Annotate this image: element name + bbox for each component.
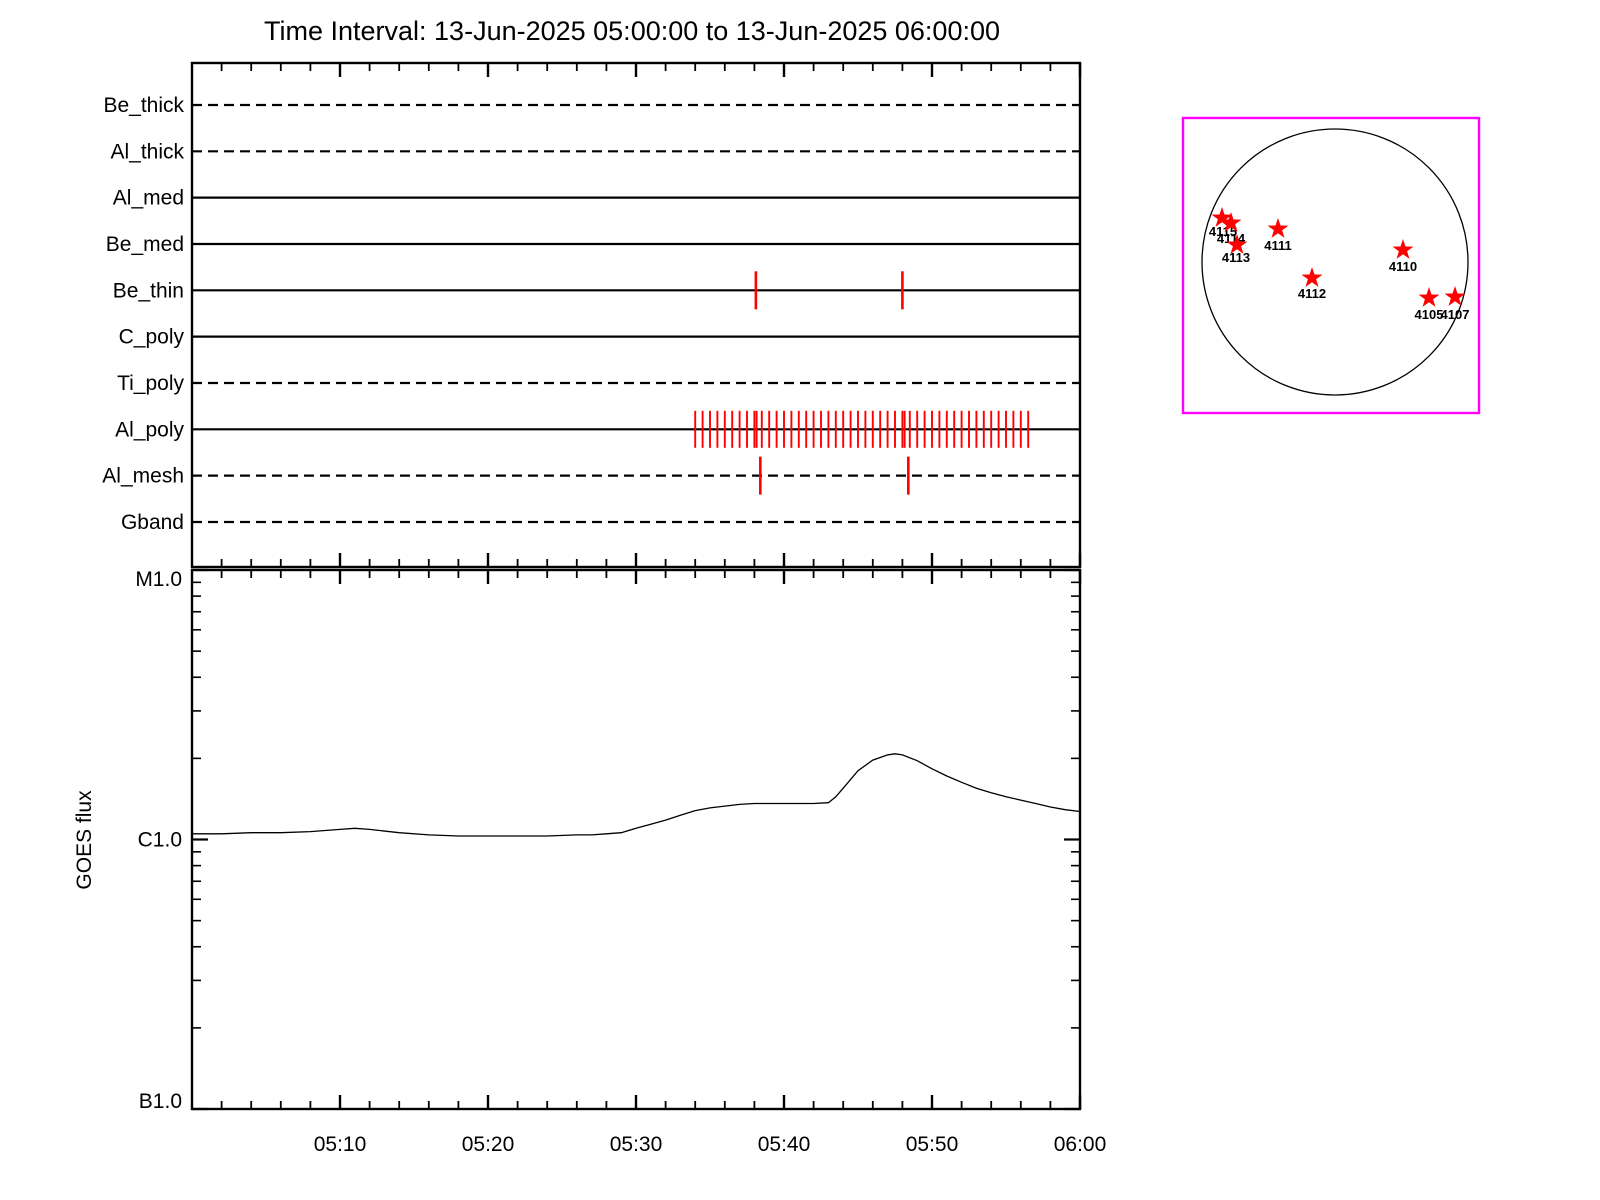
active-region-label-4110: 4110 [1389,259,1417,274]
goes-flux-axis-title: GOES flux [73,790,96,890]
x-axis-tick-label: 05:30 [610,1133,663,1156]
y-axis-tick-label: M1.0 [135,568,182,591]
filter-row-label: Ti_poly [117,372,184,395]
active-region-star-4105 [1418,287,1440,307]
active-region-star-4113 [1226,234,1248,254]
x-axis-tick-label: 05:40 [758,1133,811,1156]
goes-panel-border [190,568,1082,1111]
x-axis-tick-label: 06:00 [1054,1133,1107,1156]
timeline-panel-border [190,61,1082,569]
filter-row-label: Gband [121,511,184,534]
active-region-star-4111 [1267,218,1289,238]
filter-row-label: Al_med [113,187,184,210]
filter-row-label: C_poly [119,326,185,349]
active-region-star-4114 [1220,212,1242,232]
x-axis-tick-label: 05:20 [462,1133,515,1156]
active-region-label-4105: 4105 [1415,307,1444,322]
filter-row-label: Al_thick [110,140,184,163]
active-region-star-4112 [1301,267,1323,287]
filter-row-label: Be_thick [103,94,184,117]
goes-flux-curve [192,753,1081,837]
filter-row-label: Al_poly [115,418,184,441]
y-axis-tick-label: B1.0 [139,1090,182,1113]
figure-title: Time Interval: 13-Jun-2025 05:00:00 to 1… [264,16,1000,46]
filter-row-label: Al_mesh [102,465,184,488]
active-region-label-4111: 4111 [1264,238,1292,253]
y-axis-tick-label: C1.0 [138,829,182,852]
active-region-label-4112: 4112 [1298,286,1326,301]
x-axis-tick-label: 05:10 [314,1133,367,1156]
active-region-star-4115 [1211,207,1233,227]
active-region-label-4113: 4113 [1222,250,1250,265]
active-region-label-4107: 4107 [1441,307,1470,322]
solar-limb-circle [1201,128,1469,396]
filter-row-label: Be_thin [113,279,184,302]
active-region-star-4107 [1444,286,1466,306]
active-region-star-4110 [1392,239,1414,259]
filter-row-label: Be_med [106,233,184,256]
x-axis-tick-label: 05:50 [906,1133,959,1156]
solar-inset-frame [1181,116,1481,415]
